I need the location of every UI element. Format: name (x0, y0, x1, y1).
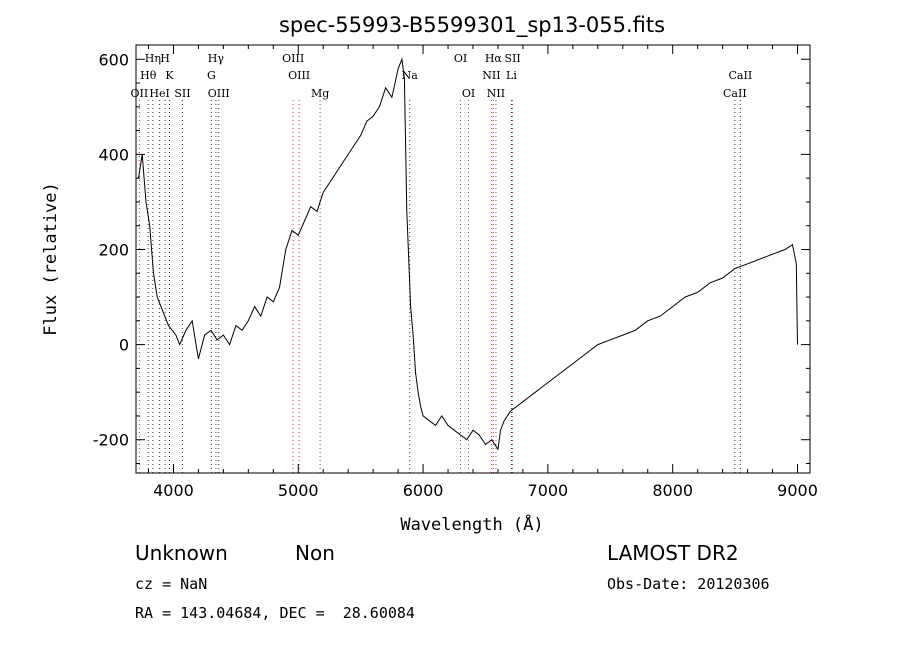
line-marker-label: CaII (729, 69, 753, 82)
spectrum-series (138, 57, 798, 451)
x-tick-label: 7000 (528, 481, 569, 500)
spectrum-line (138, 57, 798, 451)
x-axis-label: Wavelength (Å) (400, 513, 543, 535)
line-marker-label: H (160, 52, 170, 65)
line-marker-label: SII (174, 87, 190, 100)
line-marker-label: OIII (282, 52, 304, 65)
line-marker-label: K (165, 69, 174, 82)
y-axis-label: Flux (relative) (41, 182, 61, 336)
y-tick-label: 200 (98, 240, 129, 259)
line-marker-label: Hη (145, 52, 161, 65)
line-marker-label: NII (482, 69, 500, 82)
line-marker-label: Na (402, 69, 419, 82)
line-marker-label: Hθ (140, 69, 157, 82)
plot-frame (135, 44, 811, 474)
line-marker-label: Hα (485, 52, 503, 65)
line-marker-label: NII (487, 87, 505, 100)
survey-label: LAMOST DR2 (607, 541, 739, 565)
x-tick-label: 9000 (777, 481, 818, 500)
coords-label: RA = 143.04684, DEC = 28.60084 (135, 604, 415, 622)
line-marker-label: SII (504, 52, 520, 65)
axis-ticks: 4000 5000 6000 7000 8000 9000 -200 0 200 400 600 (93, 45, 818, 500)
chart-title: spec-55993-B5599301_sp13-055.fits (279, 13, 665, 38)
y-tick-label: 400 (98, 145, 129, 164)
obs-date-label: Obs-Date: 20120306 (607, 575, 770, 593)
class-label: Unknown (135, 541, 228, 565)
line-marker-label: OIII (208, 87, 230, 100)
line-marker-label: Mg (311, 87, 329, 100)
line-marker-label: OIII (288, 69, 310, 82)
line-marker-label: Hγ (208, 52, 225, 65)
x-tick-label: 4000 (153, 481, 194, 500)
line-marker-label: HeI (149, 87, 169, 100)
line-marker-label: OII (131, 87, 149, 100)
line-marker-label: OI (454, 52, 467, 65)
y-tick-label: 600 (98, 50, 129, 69)
line-marker-label: Li (506, 69, 517, 82)
y-tick-label: -200 (93, 431, 129, 450)
line-marker-label: CaII (723, 87, 747, 100)
line-marker-label: G (207, 69, 216, 82)
x-tick-label: 8000 (652, 481, 693, 500)
subclass-label: Non (295, 541, 335, 565)
redshift-label: cz = NaN (135, 575, 208, 593)
x-tick-label: 5000 (278, 481, 319, 500)
line-marker-label: OI (462, 87, 475, 100)
line-markers: OIIHθHηHeIHKSIIHγGOIIIOIIIOIIIMgNaOIOIHα… (131, 52, 753, 473)
x-tick-label: 6000 (403, 481, 444, 500)
y-tick-label: 0 (119, 336, 129, 355)
